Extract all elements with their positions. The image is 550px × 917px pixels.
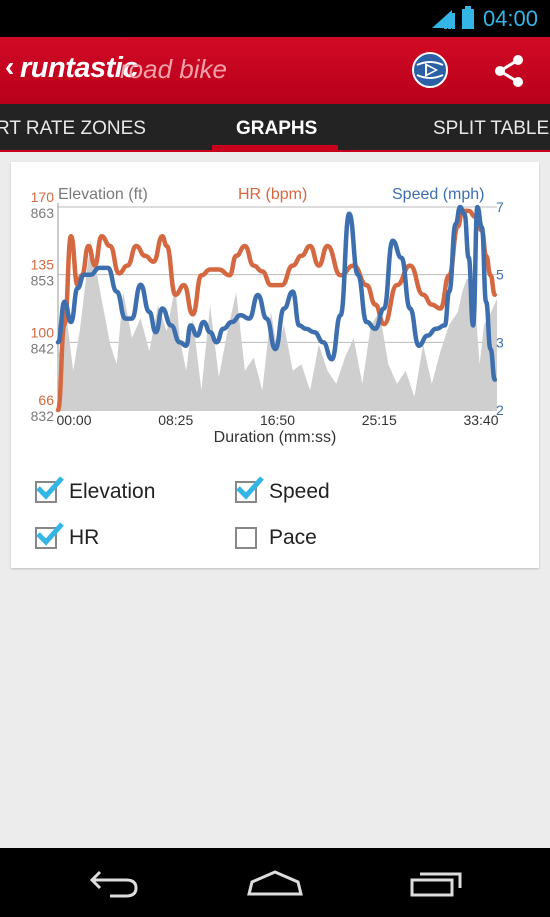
speed-axis-label: Speed (mph) (392, 186, 485, 203)
app-product: road bike (120, 54, 227, 84)
speed-tick-label: 7 (496, 199, 504, 215)
recents-icon[interactable] (408, 868, 464, 898)
x-tick-label: 33:40 (463, 412, 498, 428)
elevation-tick-label: 832 (31, 408, 55, 424)
speed-tick-label: 2 (496, 402, 504, 418)
back-icon[interactable] (88, 868, 140, 898)
x-tick-label: 25:15 (362, 412, 397, 428)
hr-tick-label: 135 (31, 257, 55, 273)
check-icon (36, 522, 64, 546)
checkbox-label: HR (69, 526, 100, 549)
checkbox-box[interactable] (235, 527, 257, 549)
share-icon[interactable] (492, 54, 526, 88)
battery-icon (462, 6, 474, 29)
checkbox-label: Pace (269, 526, 317, 549)
check-icon (236, 476, 264, 500)
hr-axis-label: HR (bpm) (238, 186, 307, 203)
elevation-area (58, 239, 497, 410)
tab-bar: RT RATE ZONES GRAPHS SPLIT TABLE (0, 104, 550, 152)
graph-chart[interactable]: Elevation (ft) HR (bpm) Speed (mph) 1708… (11, 162, 539, 452)
speed-line (55, 204, 498, 382)
checkbox-hr[interactable]: HR (35, 522, 100, 550)
checkbox-speed[interactable]: Speed (235, 476, 330, 504)
checkbox-label: Elevation (69, 480, 156, 503)
app-brand[interactable]: runtastic (20, 52, 138, 84)
x-tick-label: 16:50 (260, 412, 295, 428)
tab-heart-rate-zones[interactable]: RT RATE ZONES (0, 118, 146, 139)
checkbox-label: Speed (269, 480, 330, 503)
hr-tick-label: 100 (31, 324, 55, 340)
elevation-axis-label: Elevation (ft) (58, 186, 148, 203)
signal-icon (444, 13, 455, 29)
checkbox-box[interactable] (235, 476, 264, 503)
graph-card: Elevation (ft) HR (bpm) Speed (mph) 170 8… (11, 162, 539, 568)
x-tick-label: 08:25 (158, 412, 193, 428)
tab-graphs[interactable]: GRAPHS (236, 118, 318, 139)
app-globe-icon[interactable] (411, 51, 449, 89)
elevation-tick-label: 863 (31, 205, 55, 221)
status-time: 04:00 (482, 6, 538, 31)
navigation-bar (0, 848, 550, 917)
checkbox-box[interactable] (35, 476, 64, 503)
checkbox-box[interactable] (35, 522, 64, 549)
x-axis-title: Duration (mm:ss) (214, 429, 337, 446)
checkbox-pace[interactable]: Pace (235, 526, 317, 550)
tab-indicator (212, 145, 338, 150)
home-icon[interactable] (246, 868, 304, 898)
hr-tick-label: 66 (38, 392, 54, 408)
speed-tick-label: 5 (496, 267, 504, 283)
hr-tick-label: 170 (31, 189, 55, 205)
speed-tick-label: 3 (496, 334, 504, 350)
elevation-tick-label: 853 (31, 273, 55, 289)
check-icon (36, 476, 64, 500)
status-bar: 04:00 (0, 0, 550, 37)
elevation-tick-label: 842 (31, 340, 55, 356)
checkbox-elevation[interactable]: Elevation (35, 476, 156, 504)
hr-line (55, 208, 498, 413)
back-caret-icon[interactable]: ‹ (5, 51, 15, 82)
x-tick-label: 00:00 (56, 412, 91, 428)
action-bar: ‹ runtastic road bike (0, 37, 550, 104)
tab-split-table[interactable]: SPLIT TABLE (433, 118, 550, 139)
